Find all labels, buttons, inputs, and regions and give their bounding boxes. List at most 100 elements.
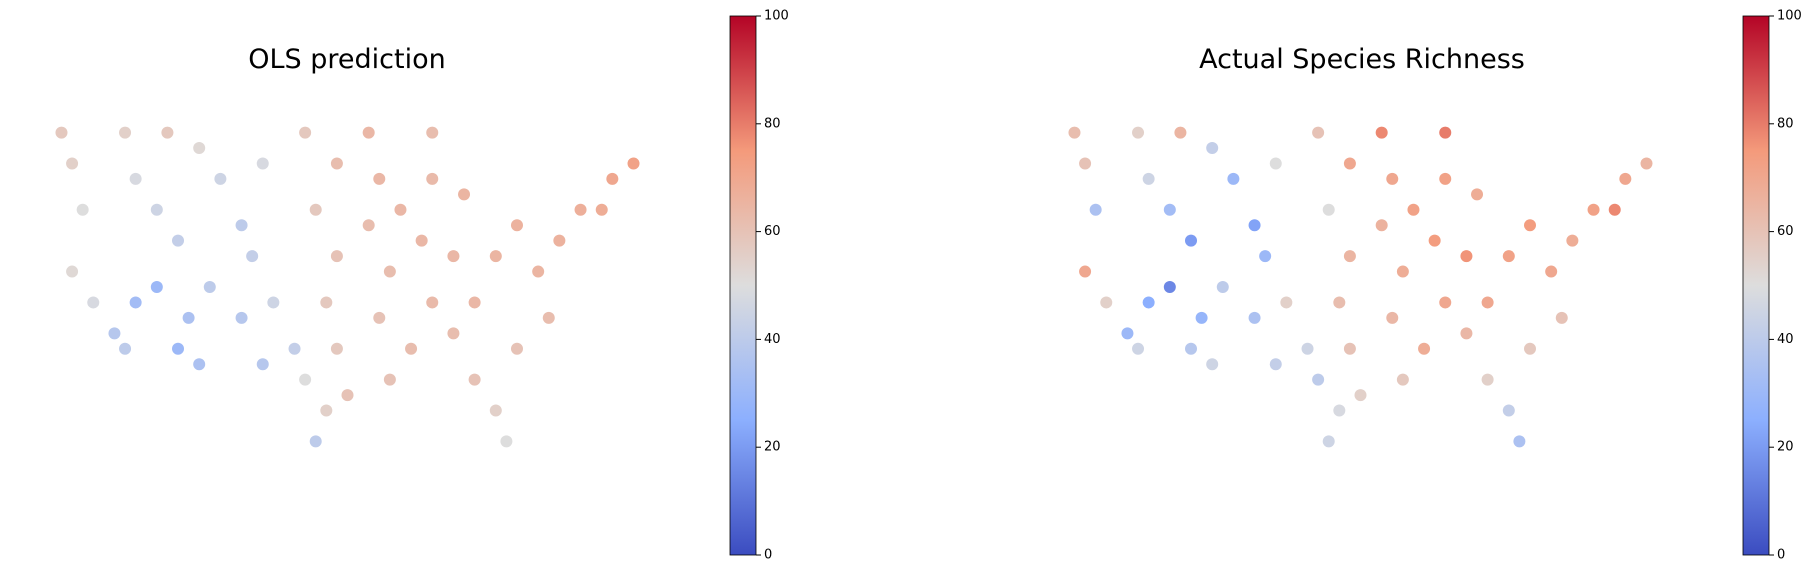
site-point (1343, 342, 1356, 355)
site-point (1206, 142, 1219, 155)
site-point (1396, 373, 1409, 386)
site-point (1132, 126, 1145, 139)
site-point (299, 373, 312, 386)
site-point (510, 219, 523, 232)
site-point (394, 203, 407, 216)
site-point (1354, 389, 1367, 402)
site-point (66, 157, 79, 170)
site-point (1142, 296, 1155, 309)
site-point (1386, 311, 1399, 324)
site-point (1248, 219, 1261, 232)
site-point (1259, 250, 1272, 263)
site-point (172, 234, 185, 247)
site-point (1312, 126, 1325, 139)
site-point (1216, 281, 1229, 293)
site-point (1418, 342, 1431, 355)
site-point (1269, 358, 1282, 371)
site-point (214, 172, 227, 185)
site-point (1100, 296, 1113, 309)
site-point (172, 342, 185, 355)
site-point (1343, 250, 1356, 263)
site-point (405, 342, 418, 355)
site-point (1079, 157, 1092, 170)
colorbar-tick-label: 20 (764, 440, 781, 455)
site-point (256, 358, 269, 371)
site-point (1163, 203, 1176, 216)
site-point (1343, 157, 1356, 170)
site-point (1460, 327, 1473, 340)
site-point (341, 389, 354, 402)
site-point (119, 342, 132, 355)
colorbar (729, 15, 757, 556)
site-point (1142, 172, 1155, 185)
site-point (1566, 234, 1579, 247)
site-point (320, 404, 333, 417)
colorbar-tick-label: 0 (764, 548, 772, 563)
site-point (203, 281, 216, 293)
colorbar-tick-label: 60 (764, 224, 781, 239)
site-point (1375, 219, 1388, 232)
site-point (627, 157, 640, 170)
site-point (1121, 327, 1134, 340)
chart-title: OLS prediction (248, 44, 445, 75)
site-point (1460, 250, 1473, 263)
site-point (553, 234, 566, 247)
site-point (1163, 281, 1176, 293)
site-point (1312, 373, 1325, 386)
site-point (193, 358, 206, 371)
site-point (1206, 358, 1219, 371)
site-point (309, 435, 322, 448)
site-point (1322, 203, 1335, 216)
site-point (1396, 265, 1409, 278)
colorbar-tick-label: 60 (1777, 224, 1794, 239)
site-point (1502, 250, 1515, 263)
site-point (330, 342, 343, 355)
site-point (1608, 203, 1621, 216)
site-point (1068, 126, 1081, 139)
site-point (500, 435, 513, 448)
site-point (458, 188, 471, 201)
site-point (1301, 342, 1314, 355)
site-point (532, 265, 545, 278)
site-point (108, 327, 121, 340)
site-point (129, 172, 142, 185)
site-point (267, 296, 280, 309)
site-point (150, 203, 163, 216)
site-point (299, 126, 312, 139)
site-point (235, 219, 248, 232)
site-point (66, 265, 79, 278)
site-point (383, 265, 396, 278)
site-point (1407, 203, 1420, 216)
site-point (150, 281, 163, 293)
site-point (320, 296, 333, 309)
site-point (330, 157, 343, 170)
colorbar (1742, 15, 1770, 556)
site-point (362, 219, 375, 232)
site-point (1555, 311, 1568, 324)
site-point (1471, 188, 1484, 201)
site-point (1174, 126, 1187, 139)
site-point (119, 126, 132, 139)
site-point (1439, 296, 1452, 309)
site-point (606, 172, 619, 185)
site-point (161, 126, 174, 139)
site-point (1333, 404, 1346, 417)
colorbar-tick-label: 20 (1777, 440, 1794, 455)
site-point (1523, 219, 1536, 232)
site-point (1322, 435, 1335, 448)
site-point (468, 373, 481, 386)
site-point (87, 296, 100, 309)
site-point (1481, 373, 1494, 386)
site-point (288, 342, 301, 355)
site-point (1428, 234, 1441, 247)
site-point (362, 126, 375, 139)
site-point (489, 250, 502, 263)
site-point (1333, 296, 1346, 309)
site-point (1248, 311, 1261, 324)
colorbar-tick-label: 100 (764, 9, 789, 24)
site-point (1640, 157, 1653, 170)
site-point (1375, 126, 1388, 139)
site-point (1481, 296, 1494, 309)
chart-title: Actual Species Richness (1199, 44, 1525, 75)
site-point (1132, 342, 1145, 355)
